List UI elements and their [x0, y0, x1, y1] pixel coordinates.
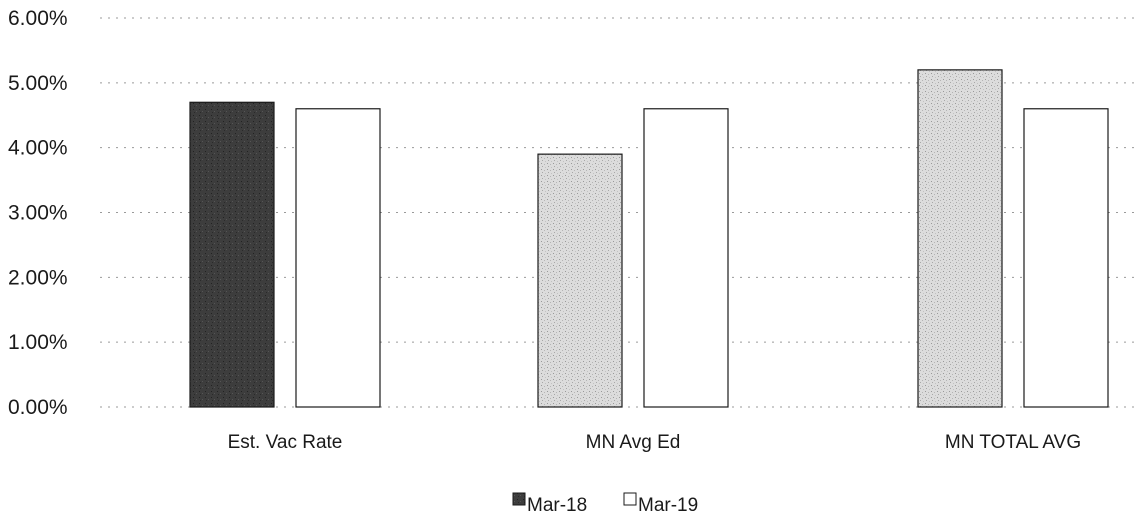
- y-tick-label: 0.00%: [8, 396, 68, 419]
- legend-label: Mar-18: [527, 495, 587, 516]
- x-tick-label: Est. Vac Rate: [228, 432, 343, 453]
- y-axis-ticks: 0.00% 1.00% 2.00% 3.00% 4.00% 5.00% 6.00%: [8, 7, 68, 419]
- x-tick-label: MN Avg Ed: [586, 432, 681, 453]
- legend-swatch-1: [623, 492, 637, 506]
- legend-label: Mar-19: [638, 495, 698, 516]
- bar-mar-18-0: [189, 101, 275, 408]
- y-tick-label: 5.00%: [8, 72, 68, 95]
- x-axis-ticks: Est. Vac Rate MN Avg Ed MN TOTAL AVG: [228, 432, 1081, 453]
- y-tick-label: 1.00%: [8, 331, 68, 354]
- x-tick-label: MN TOTAL AVG: [945, 432, 1081, 453]
- bar-mar-19-2: [1023, 108, 1109, 408]
- bar-mar-18-1: [537, 153, 623, 408]
- legend-swatch-0: [512, 492, 526, 506]
- y-tick-label: 6.00%: [8, 7, 68, 30]
- bars: [189, 69, 1109, 408]
- legend: Mar-18 Mar-19: [512, 492, 698, 516]
- y-tick-label: 3.00%: [8, 202, 68, 225]
- bar-mar-19-1: [643, 108, 729, 408]
- bar-mar-19-0: [295, 108, 381, 408]
- bar-mar-18-2: [917, 69, 1003, 408]
- y-tick-label: 2.00%: [8, 266, 68, 289]
- y-tick-label: 4.00%: [8, 137, 68, 160]
